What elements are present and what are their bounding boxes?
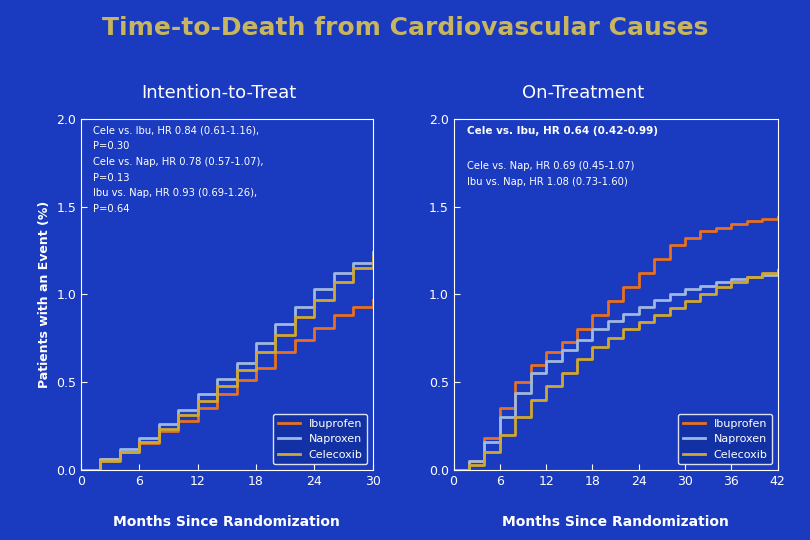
Text: Months Since Randomization: Months Since Randomization [502, 515, 729, 529]
Legend: Ibuprofen, Naproxen, Celecoxib: Ibuprofen, Naproxen, Celecoxib [273, 414, 367, 464]
Text: On-Treatment: On-Treatment [522, 84, 644, 102]
Text: Intention-to-Treat: Intention-to-Treat [141, 84, 296, 102]
Text: Cele vs. Ibu, HR 0.84 (0.61-1.16),
P=0.30
Cele vs. Nap, HR 0.78 (0.57-1.07),
P=0: Cele vs. Ibu, HR 0.84 (0.61-1.16), P=0.3… [92, 126, 263, 214]
Text: Cele vs. Nap, HR 0.69 (0.45-1.07)
Ibu vs. Nap, HR 1.08 (0.73-1.60): Cele vs. Nap, HR 0.69 (0.45-1.07) Ibu vs… [467, 161, 634, 187]
Legend: Ibuprofen, Naproxen, Celecoxib: Ibuprofen, Naproxen, Celecoxib [678, 414, 772, 464]
Text: Cele vs. Ibu, HR 0.64 (0.42-0.99): Cele vs. Ibu, HR 0.64 (0.42-0.99) [467, 126, 658, 136]
Y-axis label: Patients with an Event (%): Patients with an Event (%) [37, 201, 50, 388]
Text: Months Since Randomization: Months Since Randomization [113, 515, 340, 529]
Text: Time-to-Death from Cardiovascular Causes: Time-to-Death from Cardiovascular Causes [102, 16, 708, 40]
